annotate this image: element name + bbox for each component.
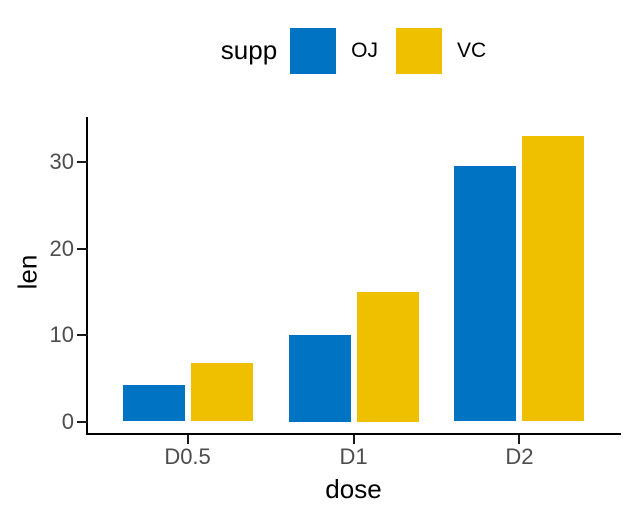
x-tick-D1 (352, 435, 355, 444)
x-axis-line (86, 433, 621, 435)
x-tick-D2 (518, 435, 521, 444)
y-tick-20 (77, 247, 88, 250)
y-axis-title: len (12, 254, 43, 290)
x-tick-label-D2: D2 (505, 444, 534, 469)
x-axis-title: dose (325, 474, 382, 504)
bar-vc-d2 (522, 136, 585, 422)
y-tick-0 (77, 420, 88, 423)
bar-oj-d0.5 (122, 385, 185, 422)
y-tick-label-0: 0 (61, 408, 74, 434)
bar-oj-d1 (288, 335, 351, 422)
bar-vc-d0.5 (190, 362, 253, 422)
x-tick-label-D1: D1 (339, 444, 368, 469)
legend-title: supp (220, 35, 278, 65)
y-tick-10 (77, 334, 88, 336)
y-tick-label-20: 20 (49, 235, 74, 261)
legend-label-vc: VC (457, 38, 487, 62)
y-tick-30 (77, 161, 88, 163)
y-tick-label-30: 30 (49, 149, 74, 174)
legend-label-oj: OJ (351, 38, 379, 62)
x-tick-D0.5 (186, 435, 189, 444)
bar-vc-d1 (356, 291, 419, 422)
legend: supp OJ VC (88, 27, 619, 74)
y-axis-line (86, 117, 88, 435)
y-tick-label-10: 10 (49, 322, 74, 347)
x-tick-label-D0.5: D0.5 (164, 444, 211, 469)
legend-key-oj-swatch (290, 27, 337, 74)
bar-oj-d2 (454, 166, 517, 422)
legend-key-vc-swatch (396, 27, 443, 74)
